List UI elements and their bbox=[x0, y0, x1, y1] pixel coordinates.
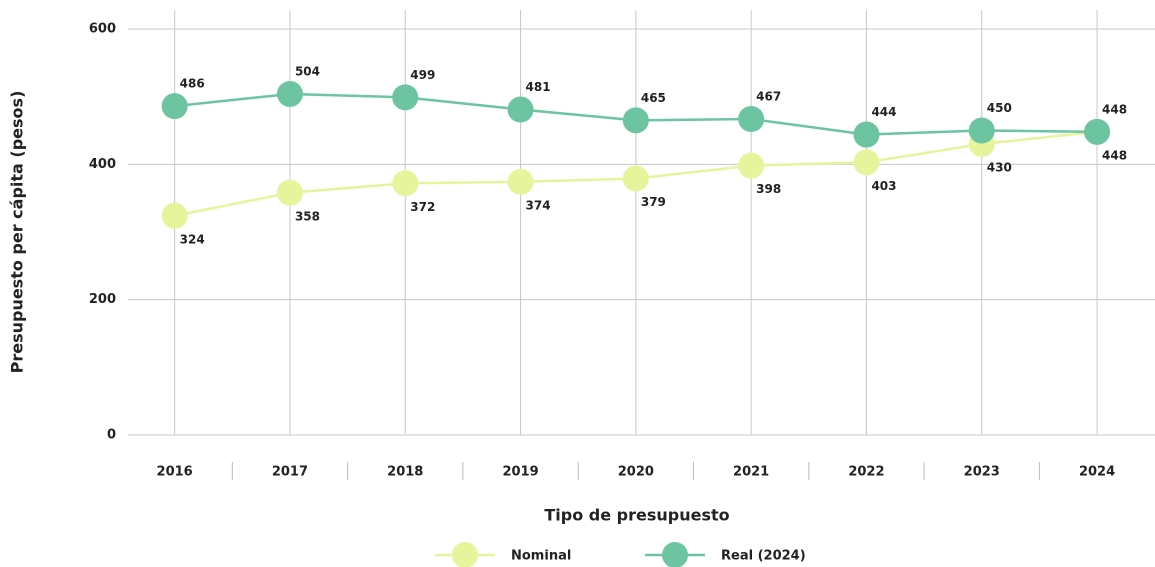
x-tick-label: 2024 bbox=[1079, 465, 1115, 480]
data-label: 499 bbox=[410, 68, 435, 82]
legend-label: Real (2024) bbox=[721, 549, 806, 564]
data-point bbox=[1084, 118, 1111, 145]
data-label: 324 bbox=[180, 232, 205, 246]
data-point bbox=[161, 202, 188, 229]
data-label: 444 bbox=[871, 105, 896, 119]
x-tick-label: 2019 bbox=[502, 465, 538, 480]
data-label: 379 bbox=[641, 195, 666, 209]
legend-marker bbox=[662, 542, 688, 567]
data-point bbox=[738, 152, 765, 179]
data-point bbox=[738, 105, 765, 132]
data-point bbox=[507, 168, 534, 195]
legend-marker bbox=[452, 542, 478, 567]
data-point bbox=[161, 93, 188, 120]
data-point bbox=[276, 179, 303, 206]
data-label: 374 bbox=[526, 198, 551, 212]
y-tick-label: 600 bbox=[89, 22, 116, 37]
data-point bbox=[853, 121, 880, 148]
data-point bbox=[622, 107, 649, 134]
data-label: 450 bbox=[987, 101, 1012, 115]
data-point bbox=[622, 165, 649, 192]
y-axis-label: Presupuesto per cápita (pesos) bbox=[8, 91, 27, 374]
legend-label: Nominal bbox=[511, 549, 571, 564]
x-tick-label: 2021 bbox=[733, 465, 769, 480]
x-tick-label: 2020 bbox=[618, 465, 654, 480]
data-label: 403 bbox=[871, 179, 896, 193]
x-tick-label: 2018 bbox=[387, 465, 423, 480]
data-point bbox=[507, 96, 534, 123]
data-label: 398 bbox=[756, 182, 781, 196]
data-point bbox=[276, 80, 303, 107]
data-point bbox=[968, 117, 995, 144]
data-label: 358 bbox=[295, 209, 320, 223]
x-tick-label: 2023 bbox=[964, 465, 1000, 480]
y-tick-label: 400 bbox=[89, 157, 116, 172]
data-point bbox=[392, 84, 419, 111]
x-tick-label: 2017 bbox=[272, 465, 308, 480]
data-point bbox=[853, 149, 880, 176]
data-label: 486 bbox=[180, 77, 205, 91]
x-axis-label: Tipo de presupuesto bbox=[544, 506, 729, 525]
y-tick-label: 0 bbox=[107, 428, 116, 443]
data-label: 372 bbox=[410, 200, 435, 214]
data-label: 448 bbox=[1102, 102, 1127, 116]
data-label: 465 bbox=[641, 91, 666, 105]
data-label: 430 bbox=[987, 161, 1012, 175]
data-point bbox=[392, 170, 419, 197]
x-tick-label: 2016 bbox=[157, 465, 193, 480]
data-label: 481 bbox=[526, 80, 551, 94]
data-label: 448 bbox=[1102, 148, 1127, 162]
data-label: 467 bbox=[756, 89, 781, 103]
y-tick-label: 200 bbox=[89, 292, 116, 307]
x-tick-label: 2022 bbox=[848, 465, 884, 480]
data-label: 504 bbox=[295, 64, 320, 78]
